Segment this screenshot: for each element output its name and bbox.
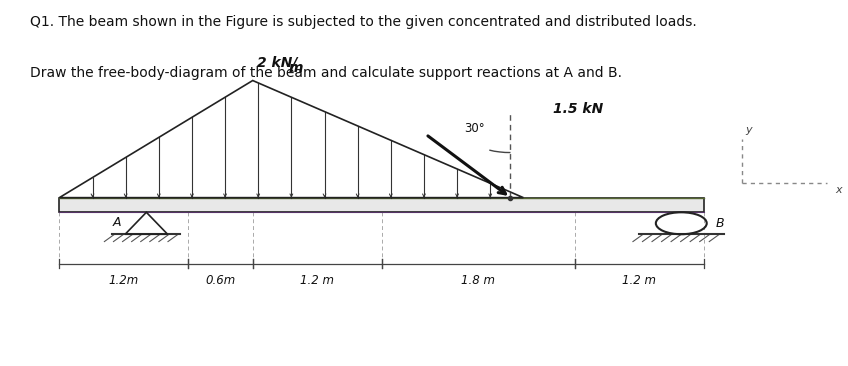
Text: 30°: 30° — [464, 122, 484, 135]
Text: x: x — [835, 185, 842, 195]
Text: y: y — [745, 126, 752, 135]
Text: 2 kN/: 2 kN/ — [257, 56, 298, 70]
Text: Q1. The beam shown in the Figure is subjected to the given concentrated and dist: Q1. The beam shown in the Figure is subj… — [30, 15, 696, 29]
Text: 1.8 m: 1.8 m — [461, 274, 495, 288]
Text: A: A — [113, 216, 121, 229]
Text: Draw the free-body-diagram of the beam and calculate support reactions at A and : Draw the free-body-diagram of the beam a… — [30, 66, 622, 80]
Text: 1.5 kN: 1.5 kN — [553, 102, 603, 116]
Text: 1.2m: 1.2m — [109, 274, 139, 288]
Text: 1.2 m: 1.2 m — [300, 274, 334, 288]
Text: m: m — [288, 61, 303, 75]
Text: 1.2 m: 1.2 m — [622, 274, 656, 288]
Bar — [59, 198, 704, 212]
Text: 0.6m: 0.6m — [205, 274, 236, 288]
Text: B: B — [715, 217, 724, 230]
